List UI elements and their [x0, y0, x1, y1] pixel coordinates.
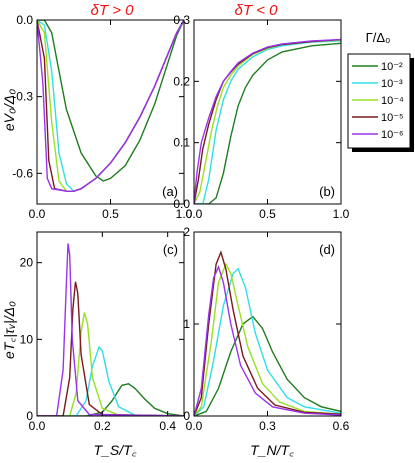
- series-line-4: [37, 281, 184, 416]
- legend: Γ/Δ₀ 10⁻² 10⁻³ 10⁻⁴ 10⁻⁵ 10⁻⁶: [347, 30, 414, 152]
- panel-label: (b): [319, 184, 335, 199]
- y-tick-label: 2: [183, 225, 190, 239]
- x-tick-label: 0.6: [333, 419, 350, 433]
- series-line-1: [37, 383, 184, 416]
- ylabel-a: eV₀/Δ₀: [1, 89, 17, 131]
- legend-entry-label: 10⁻³: [381, 78, 403, 90]
- header-left: δT > 0: [91, 2, 135, 19]
- legend-title: Γ/Δ₀: [366, 30, 391, 45]
- ylabel-c: eT꜀|τᵥ|/Δ₀: [1, 301, 17, 359]
- x-tick-label: 0.4: [159, 419, 176, 433]
- series-line-5: [37, 20, 184, 192]
- series-line-2: [37, 345, 184, 416]
- series-line-3: [37, 312, 184, 416]
- plot-frame: [36, 231, 185, 417]
- y-tick-label: 0.1: [173, 136, 190, 150]
- y-tick-label: 0: [183, 409, 190, 423]
- y-tick-label: 20: [20, 256, 34, 270]
- legend-entry-label: 10⁻⁶: [381, 129, 404, 141]
- legend-box: [347, 53, 411, 149]
- y-tick-label: 0.3: [173, 13, 190, 27]
- series-line-3: [37, 20, 184, 192]
- legend-entry-label: 10⁻²: [381, 61, 403, 73]
- series-line-3: [194, 262, 341, 416]
- series-line-2: [37, 20, 184, 193]
- x-tick-label: 0.0: [186, 207, 203, 221]
- panel-label: (d): [319, 242, 335, 257]
- x-tick-label: 0.0: [29, 207, 46, 221]
- y-tick-label: 0.0: [173, 197, 190, 211]
- x-tick-label: 1.0: [333, 207, 350, 221]
- series-line-4: [194, 38, 341, 204]
- y-tick-label: 1: [183, 317, 190, 331]
- series-line-1: [37, 20, 184, 182]
- legend-entries: 10⁻² 10⁻³ 10⁻⁴ 10⁻⁵ 10⁻⁶: [352, 61, 404, 141]
- x-tick-label: 0.5: [102, 207, 119, 221]
- header-right: δT < 0: [235, 2, 279, 19]
- y-tick-label: 0: [26, 409, 33, 423]
- x-tick-label: 0.2: [94, 419, 111, 433]
- x-tick-label: 0.5: [259, 207, 276, 221]
- series-line-2: [194, 267, 341, 416]
- panel-label: (c): [163, 242, 178, 257]
- series-line-5: [37, 243, 184, 416]
- panel-d: 0.0 0.3 0.6 0 1 2 (d): [183, 225, 349, 433]
- y-tick-label: 0.2: [173, 74, 190, 88]
- x-tick-label: 0.0: [186, 419, 203, 433]
- series-line-1: [194, 42, 341, 204]
- series-line-4: [194, 250, 341, 416]
- series-line-4: [37, 20, 184, 192]
- y-tick-label: 10: [20, 332, 34, 346]
- y-tick-label: -0.6: [12, 166, 33, 180]
- series-line-5: [194, 265, 341, 416]
- y-tick-label: -0.3: [12, 90, 33, 104]
- x-tick-label: 0.0: [29, 419, 46, 433]
- legend-entry-label: 10⁻⁵: [381, 112, 404, 124]
- legend-entry-label: 10⁻⁴: [381, 95, 404, 107]
- panel-c: 0.0 0.2 0.4 0 10 20 (c): [20, 231, 185, 433]
- series-line-1: [194, 315, 341, 416]
- x-tick-label: 1.0: [176, 207, 193, 221]
- xlabel-c: T_S/T꜀: [94, 442, 137, 458]
- x-tick-label: 0.3: [259, 419, 276, 433]
- series-line-5: [194, 38, 341, 204]
- panel-a: 0.0 0.5 1.00.0-0.3-0.6(a): [12, 13, 192, 221]
- panel-b: 0.0 0.5 1.00.00.10.20.3(b): [173, 13, 349, 221]
- series-line-2: [194, 40, 341, 204]
- y-tick-label: 0.0: [16, 13, 33, 27]
- series-line-3: [194, 39, 341, 204]
- xlabel-d: T_N/T꜀: [250, 442, 294, 458]
- panel-label: (a): [162, 184, 178, 199]
